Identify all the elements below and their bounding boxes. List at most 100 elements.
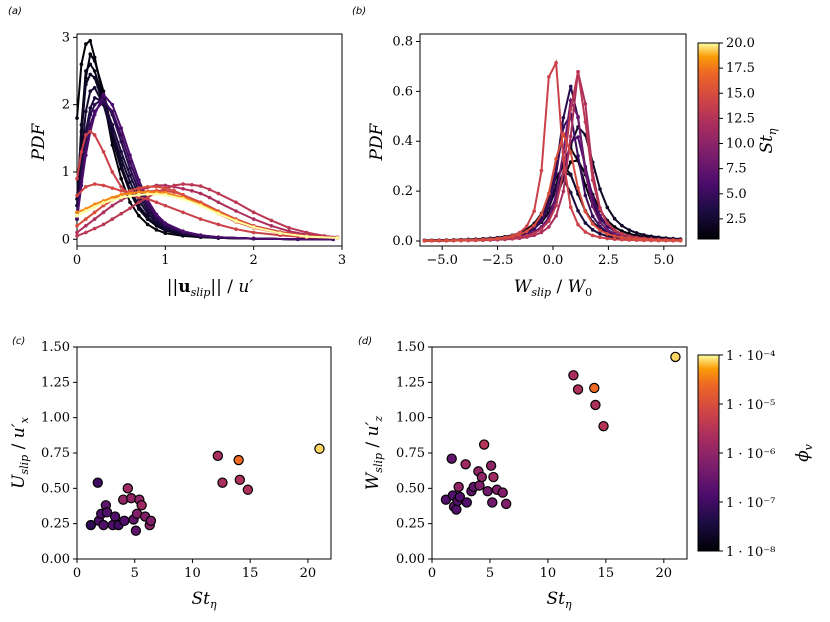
pdf-series-point [181, 229, 185, 233]
pdf-series-point [561, 132, 566, 136]
pdf-series-point [137, 178, 141, 182]
pdf-series-point [656, 238, 661, 242]
panel-c-label: (c) [12, 336, 25, 347]
pdf-series-point [532, 227, 536, 231]
x-tick-label: 15 [598, 566, 615, 581]
scatter-point [101, 507, 113, 518]
pdf-series-point [207, 195, 212, 200]
pdf-series-point [198, 233, 203, 238]
pdf-series-point [75, 230, 79, 235]
pdf-series-point [296, 237, 300, 242]
pdf-series-point [75, 217, 79, 221]
pdf-series-point [92, 205, 97, 209]
pdf-series-point [84, 109, 88, 114]
scatter-point [572, 384, 584, 395]
scatter-point [145, 515, 157, 527]
pdf-series-point [101, 92, 106, 97]
pdf-series-point [598, 235, 602, 240]
x-tick-label: 0 [73, 566, 81, 581]
pdf-series-point [627, 228, 632, 232]
pdf-series-point [532, 209, 536, 213]
pdf-series-point [128, 189, 132, 193]
pdf-series-point [119, 156, 123, 161]
pdf-series-point [612, 237, 617, 242]
pdf-series-point [154, 200, 159, 205]
pdf-series-line [76, 183, 338, 239]
pdf-series-point [84, 217, 88, 221]
pdf-series-point [88, 52, 93, 56]
pdf-series-point [605, 232, 610, 236]
scatter-point [478, 439, 490, 450]
pdf-series-point [234, 209, 238, 213]
scatter-point [98, 519, 109, 531]
pdf-series-point [88, 62, 93, 67]
pdf-series-point [84, 224, 88, 228]
pdf-series-point [92, 133, 97, 137]
pdf-series-point [590, 214, 595, 218]
pdf-series-point [75, 210, 79, 215]
pdf-series-point [495, 236, 500, 241]
pdf-series-point [517, 232, 522, 237]
pdf-series-point [546, 203, 551, 208]
pdf-series-point [101, 149, 106, 154]
pdf-series-point [510, 234, 515, 239]
pdf-series-point [598, 207, 602, 212]
pdf-series-point [79, 62, 84, 67]
pdf-series-point [568, 107, 573, 112]
scatter-point [451, 504, 462, 515]
pdf-series-point [79, 149, 84, 154]
pdf-series-point [503, 235, 507, 240]
y-tick-label: 0.00 [41, 552, 70, 567]
pdf-series-point [517, 235, 522, 240]
y-tick-label: 1 [62, 165, 70, 180]
pdf-series-point [269, 218, 274, 223]
pdf-series-point [612, 234, 617, 238]
x-tick-label: 5 [131, 566, 139, 581]
pdf-series-point [590, 178, 595, 182]
pdf-series-point [649, 237, 653, 242]
pdf-series-point [92, 69, 97, 73]
pdf-series-point [234, 200, 238, 205]
scatter-point [85, 519, 97, 531]
colorbar-tick-label: 20.0 [726, 36, 755, 51]
pdf-series-point [110, 123, 115, 127]
pdf-series-point [598, 187, 602, 191]
scatter-point [497, 487, 508, 498]
x-tick-label: 20 [300, 566, 317, 581]
pdf-series-point [92, 112, 97, 117]
pdf-series-point [561, 125, 566, 129]
pdf-series-point [198, 217, 203, 221]
scatter-point [476, 471, 488, 483]
x-tick-label: 10 [540, 566, 557, 581]
pdf-series-point [163, 186, 168, 190]
pdf-series-point [163, 221, 168, 225]
pdf-series-point [75, 176, 79, 181]
y-tick-label: 2 [62, 98, 70, 113]
pdf-series-point [137, 193, 141, 197]
scatter-point [598, 420, 609, 432]
pdf-series-point [583, 102, 588, 106]
y-tick-label: 0 [62, 232, 70, 247]
pdf-series-point [278, 231, 282, 236]
scatter-point [136, 500, 147, 511]
pdf-series-point [128, 191, 132, 196]
pdf-series-point [198, 191, 203, 196]
pdf-series-point [75, 224, 79, 228]
pdf-series-point [163, 203, 168, 208]
pdf-series-point [79, 183, 84, 188]
pdf-series-point [128, 206, 132, 211]
scatter-point [217, 477, 228, 488]
scatter-point [488, 471, 499, 483]
colorbar-st: 2.5 5.0 7.5 10.0 12.5 15.0 17.5 20.0 Stη [697, 36, 779, 240]
pdf-series-point [546, 75, 551, 79]
pdf-series-point [539, 212, 544, 217]
pdf-series-point [561, 115, 566, 120]
pdf-series-point [101, 183, 106, 188]
pdf-series-point [590, 228, 595, 232]
pdf-series-point [181, 186, 185, 191]
colorbar-tick-label: 7.5 [726, 162, 747, 177]
pdf-series-point [181, 197, 185, 201]
x-tick-label: −2.5 [482, 253, 514, 268]
y-tick-label: 0.8 [392, 34, 413, 49]
pdf-series-point [554, 61, 558, 65]
